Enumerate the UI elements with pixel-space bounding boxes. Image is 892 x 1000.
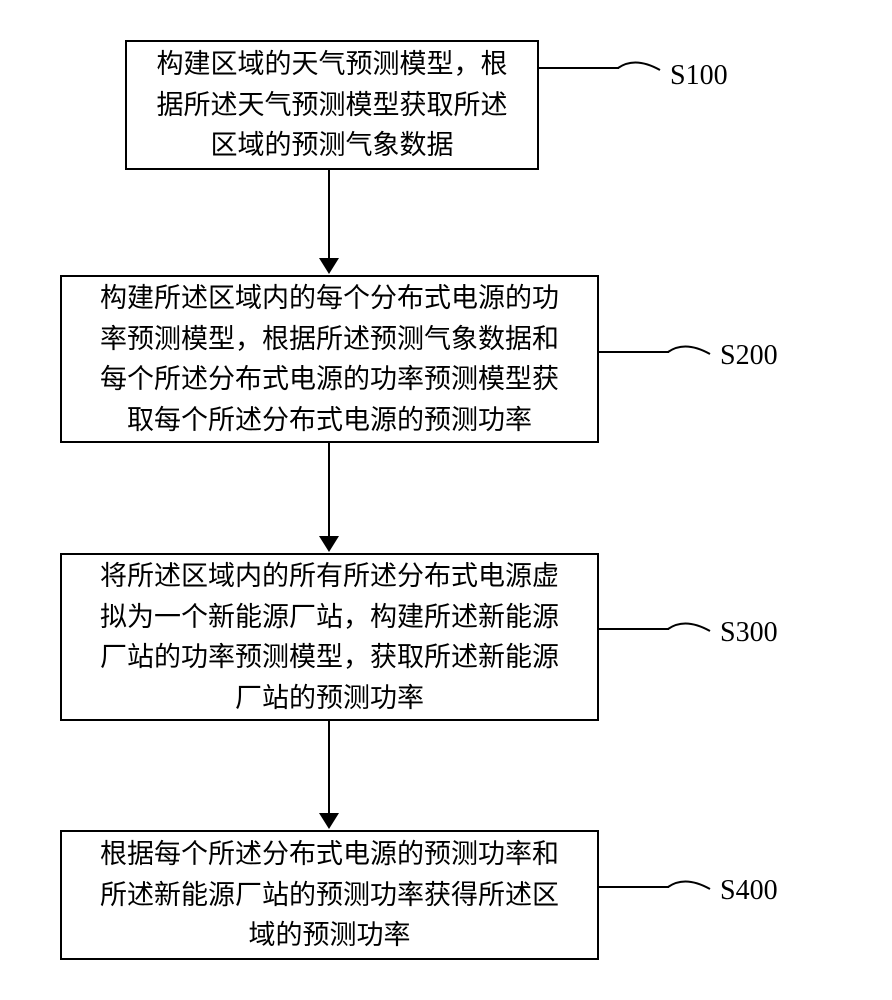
flowchart-container: 构建区域的天气预测模型，根 据所述天气预测模型获取所述 区域的预测气象数据 S1… [0, 0, 892, 1000]
arrow-s100-s200 [328, 170, 330, 260]
flow-node-s300: 将所述区域内的所有所述分布式电源虚 拟为一个新能源厂站，构建所述新能源 厂站的功… [60, 553, 599, 721]
node-text-s300: 将所述区域内的所有所述分布式电源虚 拟为一个新能源厂站，构建所述新能源 厂站的功… [100, 556, 559, 718]
connector-curve-s200 [665, 334, 715, 364]
arrow-s200-s300 [328, 443, 330, 538]
connector-curve-s400 [665, 869, 715, 899]
arrow-s300-s400 [328, 721, 330, 815]
step-label-s100: S100 [670, 60, 728, 92]
flow-node-s200: 构建所述区域内的每个分布式电源的功 率预测模型，根据所述预测气象数据和 每个所述… [60, 275, 599, 443]
node-text-s200: 构建所述区域内的每个分布式电源的功 率预测模型，根据所述预测气象数据和 每个所述… [100, 278, 559, 440]
arrow-head-s300-s400 [319, 813, 339, 829]
connector-s200 [599, 351, 669, 353]
connector-s400 [599, 886, 669, 888]
step-label-s300: S300 [720, 617, 778, 649]
arrow-head-s200-s300 [319, 536, 339, 552]
connector-s300 [599, 628, 669, 630]
flow-node-s100: 构建区域的天气预测模型，根 据所述天气预测模型获取所述 区域的预测气象数据 [125, 40, 539, 170]
node-text-s100: 构建区域的天气预测模型，根 据所述天气预测模型获取所述 区域的预测气象数据 [157, 44, 508, 166]
connector-s100 [539, 67, 619, 69]
step-label-s200: S200 [720, 340, 778, 372]
arrow-head-s100-s200 [319, 258, 339, 274]
flow-node-s400: 根据每个所述分布式电源的预测功率和 所述新能源厂站的预测功率获得所述区 域的预测… [60, 830, 599, 960]
node-text-s400: 根据每个所述分布式电源的预测功率和 所述新能源厂站的预测功率获得所述区 域的预测… [100, 834, 559, 956]
step-label-s400: S400 [720, 875, 778, 907]
connector-curve-s300 [665, 611, 715, 641]
connector-curve-s100 [615, 50, 665, 80]
